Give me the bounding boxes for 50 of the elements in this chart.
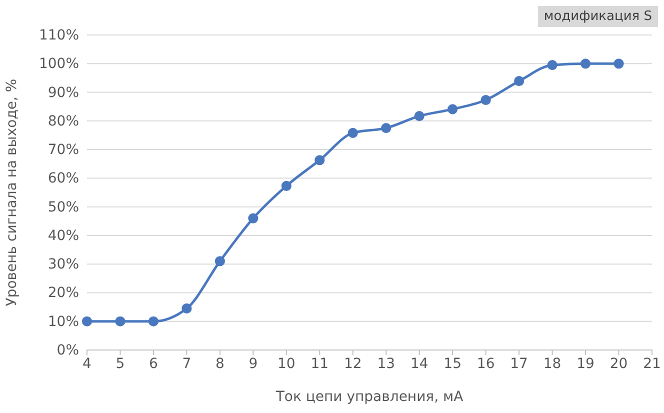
y-tick-label: 60% [48, 170, 79, 187]
point [414, 111, 424, 122]
point [148, 316, 159, 326]
point [115, 316, 126, 326]
y-tick-label: 30% [48, 256, 79, 273]
x-tick-label: 7 [182, 356, 192, 372]
point [514, 76, 524, 86]
y-tick-label: 0% [56, 342, 79, 358]
y-tick-label: 100% [38, 56, 79, 72]
point [580, 58, 591, 69]
x-tick-label: 21 [643, 356, 661, 372]
x-tick-label: 4 [82, 356, 92, 372]
x-tick-label: 12 [344, 356, 362, 372]
x-tick-label: 14 [410, 356, 428, 372]
y-tick-label: 50% [48, 199, 79, 216]
point [480, 94, 491, 106]
point [614, 58, 624, 69]
point [381, 123, 392, 134]
y-tick-label: 90% [48, 84, 79, 101]
x-axis-title: Ток цепи управления, мА [274, 389, 464, 405]
x-tick-label: 13 [377, 356, 396, 372]
x-tick-label: 9 [248, 356, 258, 372]
point [248, 213, 258, 224]
point [214, 256, 225, 266]
x-tick-label: 11 [310, 356, 329, 372]
y-tick-label: 110% [38, 27, 79, 44]
x-tick-label: 19 [576, 356, 594, 372]
x-tick-label: 16 [476, 356, 495, 372]
point [348, 128, 358, 138]
x-tick-label: 20 [610, 356, 628, 372]
x-tick-label: 5 [116, 356, 125, 372]
point [547, 60, 558, 70]
text: модификация S [544, 9, 652, 24]
x-tick-label: 8 [215, 356, 224, 372]
x-tick-label: 17 [510, 356, 528, 372]
x-tick-label: 15 [444, 356, 462, 372]
point [82, 316, 92, 326]
y-axis-title: Уровень сигнала на выходе, % [4, 78, 20, 306]
point [314, 155, 325, 166]
y-tick-label: 10% [48, 314, 79, 330]
x-tick-label: 10 [278, 356, 296, 372]
point [281, 180, 292, 191]
point [182, 303, 192, 314]
y-tick-label: 20% [48, 285, 79, 302]
y-tick-label: 40% [48, 228, 79, 244]
x-tick-label: 18 [543, 356, 562, 372]
x-tick-label: 6 [149, 356, 158, 372]
y-tick-label: 70% [48, 142, 79, 158]
y-tick-label: 80% [48, 113, 79, 130]
point [448, 104, 458, 114]
